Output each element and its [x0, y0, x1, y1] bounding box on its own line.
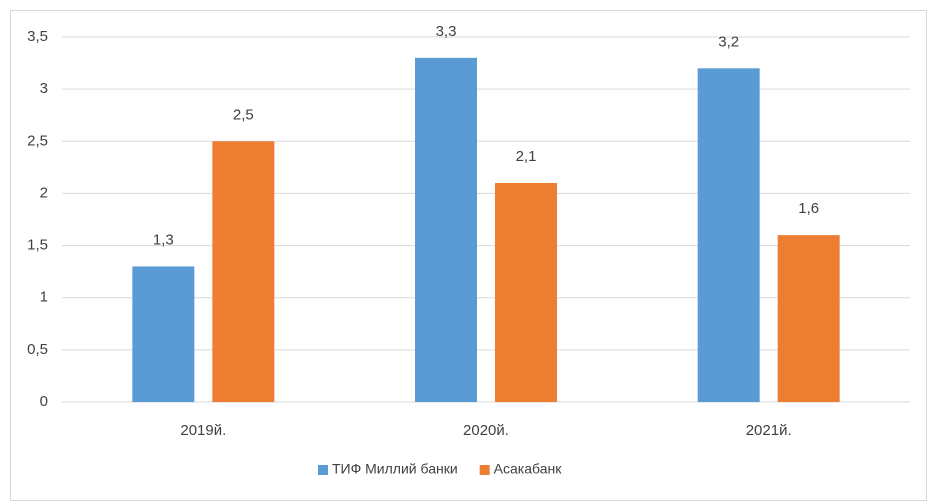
y-tick-label: 0: [40, 393, 48, 410]
y-tick-label: 2,5: [27, 132, 48, 149]
value-label: 3,3: [436, 23, 457, 40]
value-label: 1,6: [798, 200, 819, 217]
bar: [132, 266, 195, 402]
value-label: 1,3: [153, 231, 174, 248]
bar: [697, 68, 760, 403]
value-label: 2,5: [233, 106, 254, 123]
legend-swatch: [318, 465, 328, 475]
value-label: 3,2: [718, 33, 739, 50]
x-tick-label: 2020й.: [463, 422, 509, 439]
y-tick-label: 1,5: [27, 237, 48, 254]
bar: [415, 57, 477, 402]
x-tick-label: 2021й.: [746, 422, 792, 439]
bar: [212, 141, 275, 403]
bar: [777, 235, 840, 402]
bar: [495, 183, 557, 402]
y-tick-label: 2: [40, 184, 48, 201]
legend-label: Асакабанк: [494, 461, 563, 477]
x-tick-label: 2019й.: [180, 422, 226, 439]
y-tick-label: 0,5: [27, 341, 48, 358]
y-tick-label: 3,5: [27, 28, 48, 45]
y-tick-label: 3: [40, 80, 48, 97]
legend-swatch: [479, 465, 490, 475]
legend-label: ТИФ Миллий банки: [332, 461, 458, 477]
y-tick-label: 1: [40, 289, 48, 306]
value-label: 2,1: [516, 148, 537, 165]
